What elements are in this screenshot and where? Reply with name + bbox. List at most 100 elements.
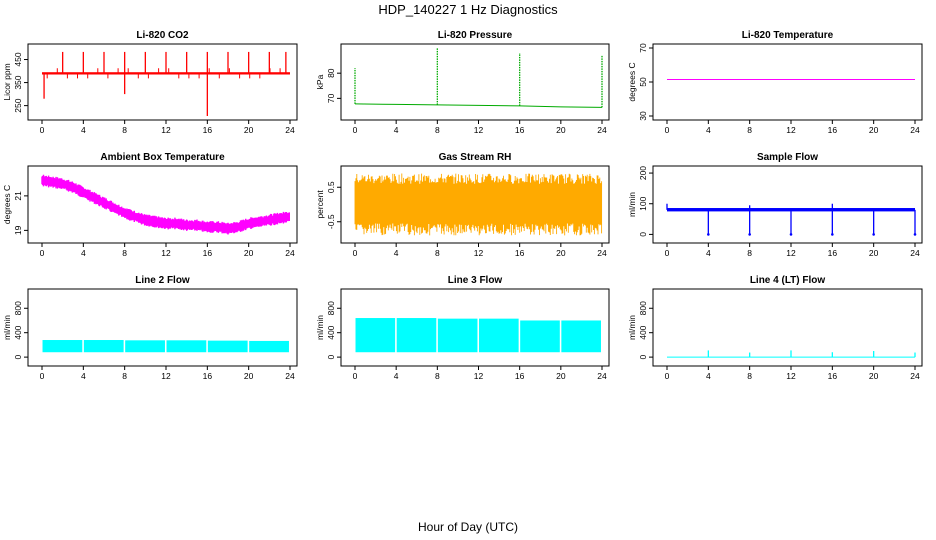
y-tick-label: 30 — [638, 111, 648, 121]
y-tick-label: 250 — [13, 98, 23, 112]
y-axis-label: Licor ppm — [2, 63, 12, 100]
series-band — [41, 174, 290, 235]
x-tick-label: 24 — [285, 371, 295, 381]
x-tick-label: 8 — [435, 248, 440, 258]
plot-frame — [340, 43, 610, 121]
flow-segment — [249, 340, 289, 353]
plot-frame — [27, 165, 298, 244]
x-tick-label: 20 — [869, 248, 879, 258]
figure-title: HDP_140227 1 Hz Diagnostics — [378, 2, 558, 17]
y-tick-label: 70 — [638, 43, 648, 53]
x-tick-label: 4 — [81, 371, 86, 381]
x-tick-label: 16 — [828, 371, 838, 381]
x-tick-label: 24 — [597, 371, 607, 381]
y-tick-label: 400 — [638, 325, 648, 339]
x-tick-label: 12 — [161, 125, 171, 135]
y-tick-label: 50 — [638, 77, 648, 87]
plot-frame — [652, 288, 923, 367]
x-tick-label: 20 — [869, 371, 879, 381]
y-tick-label: 100 — [638, 196, 648, 210]
x-tick-label: 16 — [203, 371, 213, 381]
plot-frame — [27, 43, 298, 121]
x-tick-label: 20 — [244, 125, 254, 135]
panel-title: Line 4 (LT) Flow — [750, 275, 826, 286]
x-tick-label: 24 — [597, 248, 607, 258]
x-tick-label: 4 — [706, 371, 711, 381]
x-tick-label: 16 — [203, 248, 213, 258]
x-tick-label: 0 — [353, 248, 358, 258]
x-tick-label: 8 — [747, 125, 752, 135]
x-tick-label: 4 — [394, 125, 399, 135]
dip-point — [831, 233, 834, 236]
x-tick-label: 8 — [747, 371, 752, 381]
y-tick-label: 70 — [326, 93, 336, 103]
panel-title: Line 3 Flow — [448, 275, 503, 286]
y-axis-label: ml/min — [627, 192, 637, 217]
x-tick-label: 0 — [40, 125, 45, 135]
x-tick-label: 24 — [910, 371, 920, 381]
y-axis-label: kPa — [315, 74, 325, 89]
y-tick-label: 19 — [13, 225, 23, 235]
x-tick-label: 24 — [910, 248, 920, 258]
x-tick-label: 16 — [828, 125, 838, 135]
x-tick-label: 4 — [81, 125, 86, 135]
x-tick-label: 8 — [122, 371, 127, 381]
small-blips — [46, 68, 281, 79]
panel-7: Line 2 Flow ml/min 0 400 800 0 4 8 12 16 20 24 — [2, 275, 298, 381]
y-axis-label: percent — [315, 190, 325, 219]
flow-segment — [437, 318, 478, 353]
data-band — [667, 208, 915, 212]
series-line — [354, 103, 603, 108]
panel-5: Gas Stream RH percent-0.5 0.5 0 4 8 12 16 20 24 — [315, 152, 610, 258]
x-tick-label: 0 — [665, 125, 670, 135]
x-tick-label: 20 — [244, 371, 254, 381]
y-tick-label: 0 — [638, 232, 648, 237]
y-tick-label: 0 — [13, 354, 23, 359]
x-tick-label: 24 — [597, 125, 607, 135]
dip-point — [748, 233, 751, 236]
flow-segment — [355, 318, 396, 353]
flow-segment — [396, 318, 437, 353]
y-tick-label: 800 — [326, 301, 336, 315]
x-tick-label: 20 — [556, 371, 566, 381]
y-axis-label: ml/min — [2, 315, 12, 340]
y-tick-label: -0.5 — [326, 214, 336, 229]
x-tick-label: 24 — [285, 248, 295, 258]
y-axis-label: degrees C — [2, 185, 12, 224]
x-tick-label: 24 — [285, 125, 295, 135]
x-tick-label: 4 — [394, 248, 399, 258]
x-tick-label: 4 — [706, 125, 711, 135]
x-tick-label: 4 — [394, 371, 399, 381]
flow-segment — [207, 340, 248, 353]
flow-segment — [561, 320, 601, 353]
x-tick-label: 20 — [556, 248, 566, 258]
x-tick-label: 16 — [828, 248, 838, 258]
panel-8: Line 3 Flow ml/min 0 400 800 0 4 8 12 16 20 24 — [315, 275, 610, 381]
x-tick-label: 16 — [203, 125, 213, 135]
plot-frame — [652, 43, 923, 121]
y-tick-label: 80 — [326, 68, 336, 78]
x-tick-label: 20 — [869, 125, 879, 135]
panel-title: Ambient Box Temperature — [100, 152, 225, 163]
x-tick-label: 0 — [40, 248, 45, 258]
panel-title: Li-820 CO2 — [136, 30, 189, 41]
y-tick-label: 800 — [13, 301, 23, 315]
x-tick-label: 8 — [122, 248, 127, 258]
flow-segment — [83, 340, 124, 353]
dip-point — [872, 233, 875, 236]
x-tick-label: 8 — [435, 371, 440, 381]
y-tick-label: 21 — [13, 191, 23, 201]
flow-segment — [166, 340, 207, 353]
panel-title: Gas Stream RH — [439, 152, 512, 163]
y-tick-label: 200 — [638, 166, 648, 180]
x-tick-label: 12 — [161, 371, 171, 381]
x-tick-label: 16 — [515, 248, 525, 258]
panel-6: Sample Flow ml/min 0 100 200 0 4 8 12 16 20 24 — [627, 152, 923, 258]
plot-frame — [652, 165, 923, 244]
x-tick-label: 8 — [122, 125, 127, 135]
panel-4: Ambient Box Temperature degrees C19 21 0 4 8 1… — [2, 152, 298, 258]
dip-point — [913, 233, 917, 236]
